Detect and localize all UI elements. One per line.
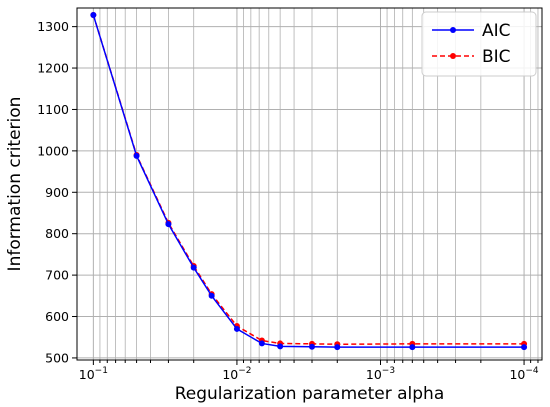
- y-tick-label: 800: [45, 226, 69, 241]
- point-aic: [233, 325, 240, 332]
- y-tick-label: 1100: [37, 102, 69, 117]
- series-layer: [90, 12, 528, 351]
- y-tick-label: 900: [45, 185, 69, 200]
- plot-frame: [76, 7, 543, 361]
- legend-aic-label: AIC: [482, 21, 511, 41]
- x-tick-label: 10−1: [79, 366, 108, 382]
- point-aic: [277, 343, 284, 350]
- legend-box: [421, 11, 537, 77]
- y-tick-label: 700: [45, 268, 69, 283]
- ticks: 10−1 10−2 10−3 10−4 500 600 700 800 900 1000 1100 1…: [37, 19, 539, 382]
- point-aic: [334, 344, 341, 351]
- legend: AIC BIC: [421, 11, 537, 77]
- y-tick-label: 600: [45, 309, 69, 324]
- series-line-aic: [92, 14, 525, 348]
- legend-bic-label: BIC: [482, 47, 511, 67]
- point-aic: [165, 221, 172, 228]
- point-aic: [190, 264, 197, 271]
- x-tick-label: 10−2: [222, 366, 251, 382]
- point-aic: [521, 344, 528, 351]
- legend-aic-marker: [450, 27, 456, 33]
- point-aic: [258, 340, 265, 347]
- y-tick-label: 500: [45, 350, 69, 365]
- x-axis-label: Regularization parameter alpha: [175, 384, 445, 404]
- x-tick-label: 10−3: [366, 366, 395, 382]
- legend-bic-marker: [450, 53, 456, 59]
- x-tick-label: 10−4: [509, 366, 538, 382]
- point-aic: [208, 292, 215, 299]
- y-tick-label: 1000: [37, 143, 69, 158]
- point-aic: [308, 343, 315, 350]
- point-aic: [409, 344, 416, 351]
- y-axis-label: Information criterion: [5, 97, 25, 272]
- y-tick-label: 1300: [37, 19, 69, 34]
- point-aic: [133, 152, 140, 159]
- y-tick-label: 1200: [37, 61, 69, 76]
- point-aic: [90, 12, 97, 19]
